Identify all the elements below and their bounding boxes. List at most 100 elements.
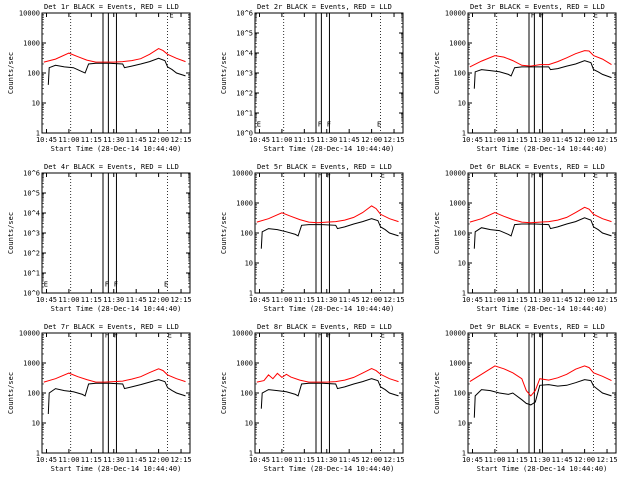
events-series-line (473, 217, 612, 249)
flag-label: F (540, 11, 544, 19)
panel-det-5r: Det 5r BLACK = Events, RED = LLD Counts/s… (220, 163, 405, 313)
x-tick-label: 11:15 (81, 296, 102, 304)
x-tick-label: 12:15 (170, 456, 191, 464)
lld-series-line (469, 365, 612, 397)
x-tick-label: 11:45 (339, 136, 360, 144)
x-tick-label: 11:15 (81, 136, 102, 144)
y-tick-label: 1000 (449, 40, 466, 48)
y-tick-label: 10^4 (236, 50, 253, 58)
y-tick-label: 1000 (449, 200, 466, 208)
y-tick-label: 10^4 (23, 210, 40, 218)
panel-title: Det 2r BLACK = Events, RED = LLD (257, 3, 392, 11)
x-tick-label: 11:00 (484, 136, 505, 144)
x-tick-label: 11:45 (339, 456, 360, 464)
panel-title: Det 4r BLACK = Events, RED = LLD (44, 163, 179, 171)
lld-series-line (43, 368, 186, 383)
x-tick-label: 11:45 (552, 296, 573, 304)
y-tick-label: 10 (245, 420, 253, 428)
x-tick-label: 12:00 (361, 456, 382, 464)
y-tick-label: 10^3 (23, 230, 40, 238)
x-axis-label: Start Time (28-Dec-14 10:44:40) (51, 305, 182, 313)
x-tick-label: 10:45 (462, 296, 483, 304)
events-series-line (473, 60, 612, 89)
y-tick-label: 100 (27, 390, 40, 398)
x-tick-label: 10:45 (249, 136, 270, 144)
flag-label: F (531, 171, 535, 179)
x-tick-label: 11:00 (58, 296, 79, 304)
y-tick-label: 10 (32, 420, 40, 428)
x-tick-label: 11:00 (58, 456, 79, 464)
lld-series-line (256, 368, 399, 383)
y-tick-label: 100 (27, 70, 40, 78)
flag-label: E (44, 280, 48, 288)
lld-series-line (256, 205, 399, 224)
x-tick-label: 12:00 (574, 136, 595, 144)
y-tick-label: 1000 (236, 360, 253, 368)
x-tick-label: 11:30 (529, 296, 550, 304)
x-tick-label: 11:15 (294, 456, 315, 464)
lld-series-line (469, 206, 612, 224)
x-tick-label: 11:30 (103, 136, 124, 144)
y-tick-label: 1 (462, 290, 466, 298)
panel-det-2r: Det 2r BLACK = Events, RED = LLD Counts/s… (220, 3, 405, 153)
x-tick-label: 11:00 (484, 296, 505, 304)
y-tick-label: 1 (249, 290, 253, 298)
y-tick-label: 1000 (236, 200, 253, 208)
flag-label: F (531, 331, 535, 339)
x-tick-label: 11:45 (126, 136, 147, 144)
flag-label: E (594, 331, 598, 339)
x-axis-label: Start Time (28-Dec-14 10:44:40) (264, 145, 395, 153)
lld-series-line (43, 48, 186, 63)
x-tick-label: 11:15 (507, 296, 528, 304)
x-tick-label: 12:00 (574, 296, 595, 304)
y-tick-label: 10 (458, 100, 466, 108)
panel-title: Det 3r BLACK = Events, RED = LLD (470, 3, 605, 11)
y-tick-label: 1000 (23, 40, 40, 48)
y-tick-label: 1 (462, 450, 466, 458)
x-tick-label: 12:00 (361, 296, 382, 304)
x-tick-label: 12:15 (383, 456, 404, 464)
y-tick-label: 10 (458, 260, 466, 268)
y-tick-label: 10^2 (236, 90, 253, 98)
flag-label: F (318, 171, 322, 179)
y-tick-label: 10 (32, 100, 40, 108)
y-tick-label: 1 (36, 450, 40, 458)
y-tick-label: 10000 (445, 170, 466, 178)
y-tick-label: 10000 (19, 330, 40, 338)
x-tick-label: 12:00 (574, 456, 595, 464)
panel-title: Det 9r BLACK = Events, RED = LLD (470, 323, 605, 331)
panel-title: Det 7r BLACK = Events, RED = LLD (44, 323, 179, 331)
x-tick-label: 11:15 (507, 136, 528, 144)
flag-label: F (327, 171, 331, 179)
x-tick-label: 12:15 (383, 296, 404, 304)
flag-label: E (381, 331, 385, 339)
flag-label: E (168, 331, 172, 339)
x-tick-label: 11:00 (58, 136, 79, 144)
y-tick-label: 100 (453, 70, 466, 78)
flag-label: F (327, 331, 331, 339)
x-tick-label: 10:45 (462, 136, 483, 144)
panel-det-8r: Det 8r BLACK = Events, RED = LLD Counts/s… (220, 323, 405, 473)
flag-label: E (257, 120, 261, 128)
y-axis-label: Counts/sec (433, 212, 441, 254)
y-tick-label: 10000 (19, 10, 40, 18)
x-tick-label: 12:15 (596, 456, 617, 464)
flag-label: F (114, 280, 118, 288)
y-axis-label: Counts/sec (220, 52, 228, 94)
y-tick-label: 1 (249, 450, 253, 458)
x-tick-label: 10:45 (36, 136, 57, 144)
x-tick-label: 11:30 (103, 456, 124, 464)
x-tick-label: 10:45 (249, 456, 270, 464)
x-tick-label: 11:30 (316, 136, 337, 144)
flag-label: F (540, 171, 544, 179)
x-tick-label: 11:45 (552, 456, 573, 464)
panel-title: Det 8r BLACK = Events, RED = LLD (257, 323, 392, 331)
panel-det-1r: Det 1r BLACK = Events, RED = LLD Counts/s… (7, 3, 192, 153)
y-tick-label: 10^1 (23, 270, 40, 278)
panel-det-6r: Det 6r BLACK = Events, RED = LLD Counts/s… (433, 163, 618, 313)
x-tick-label: 12:15 (383, 136, 404, 144)
x-tick-label: 11:45 (126, 456, 147, 464)
panel-title: Det 5r BLACK = Events, RED = LLD (257, 163, 392, 171)
x-tick-label: 11:30 (529, 456, 550, 464)
y-tick-label: 10 (245, 260, 253, 268)
